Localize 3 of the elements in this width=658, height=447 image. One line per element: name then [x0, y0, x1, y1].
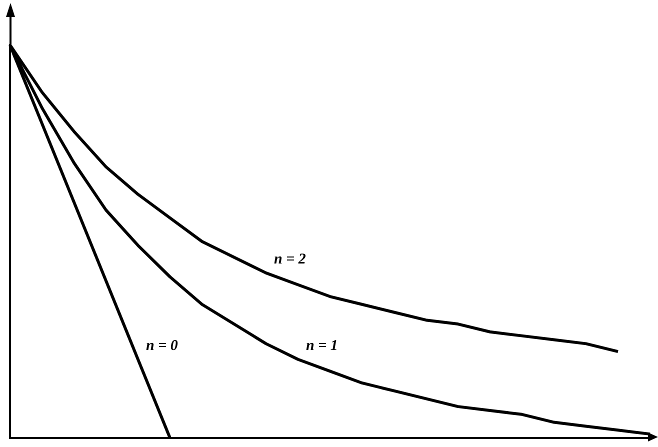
series-label: n = 1 — [306, 338, 338, 354]
series-label: n = 2 — [274, 251, 306, 268]
series-label: n = 0 — [146, 338, 178, 354]
